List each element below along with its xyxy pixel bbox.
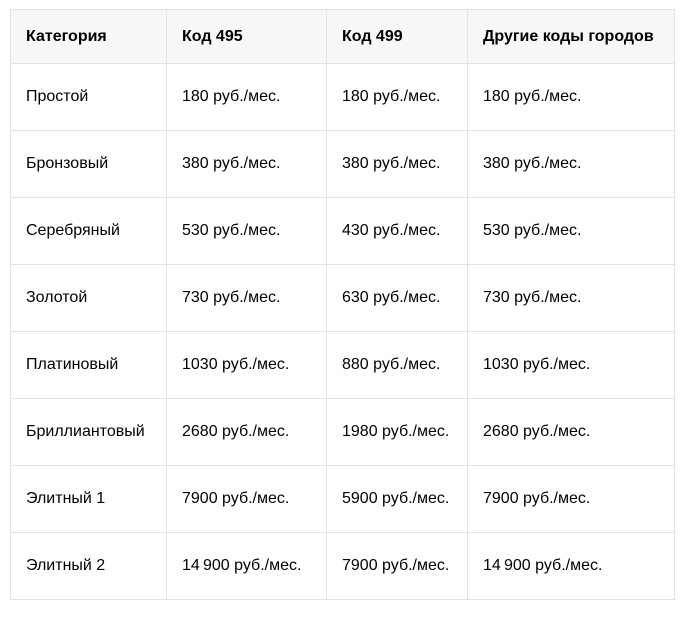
price-cell: 2680 руб./мес.: [467, 398, 675, 466]
price-cell: 7900 руб./мес.: [326, 532, 468, 600]
price-cell: 1980 руб./мес.: [326, 398, 468, 466]
table-row: Элитный 1 7900 руб./мес. 5900 руб./мес. 790…: [10, 465, 675, 533]
price-cell: 180 руб./мес.: [166, 63, 327, 131]
pricing-table-body: Простой 180 руб./мес. 180 руб./мес. 180 руб…: [10, 63, 675, 600]
price-cell: 180 руб./мес.: [326, 63, 468, 131]
table-row: Золотой 730 руб./мес. 630 руб./мес. 730 руб…: [10, 264, 675, 332]
table-row: Платиновый 1030 руб./мес. 880 руб./мес. 103…: [10, 331, 675, 399]
price-cell: 380 руб./мес.: [467, 130, 675, 198]
header-row: Категория Код 495 Код 499 Другие коды город…: [10, 9, 675, 64]
column-header: Другие коды городов: [467, 9, 675, 64]
table-row: Бриллиантовый 2680 руб./мес. 1980 руб./мес…: [10, 398, 675, 466]
price-cell: 730 руб./мес.: [467, 264, 675, 332]
pricing-table-container: Категория Код 495 Код 499 Другие коды город…: [10, 9, 675, 600]
category-cell: Платиновый: [10, 331, 167, 399]
price-cell: 5900 руб./мес.: [326, 465, 468, 533]
price-cell: 14 900 руб./мес.: [166, 532, 327, 600]
price-cell: 380 руб./мес.: [166, 130, 327, 198]
column-header: Код 495: [166, 9, 327, 64]
category-cell: Золотой: [10, 264, 167, 332]
category-cell: Бронзовый: [10, 130, 167, 198]
price-cell: 180 руб./мес.: [467, 63, 675, 131]
price-cell: 530 руб./мес.: [467, 197, 675, 265]
pricing-table-head: Категория Код 495 Код 499 Другие коды город…: [10, 9, 675, 64]
price-cell: 880 руб./мес.: [326, 331, 468, 399]
price-cell: 7900 руб./мес.: [166, 465, 327, 533]
category-cell: Бриллиантовый: [10, 398, 167, 466]
price-cell: 7900 руб./мес.: [467, 465, 675, 533]
price-cell: 430 руб./мес.: [326, 197, 468, 265]
price-cell: 1030 руб./мес.: [467, 331, 675, 399]
pricing-table: Категория Код 495 Код 499 Другие коды город…: [10, 9, 675, 600]
price-cell: 630 руб./мес.: [326, 264, 468, 332]
table-row: Простой 180 руб./мес. 180 руб./мес. 180 руб…: [10, 63, 675, 131]
category-cell: Простой: [10, 63, 167, 131]
price-cell: 380 руб./мес.: [326, 130, 468, 198]
table-row: Элитный 2 14 900 руб./мес. 7900 руб./мес. 1…: [10, 532, 675, 600]
table-row: Серебряный 530 руб./мес. 430 руб./мес. 530 …: [10, 197, 675, 265]
price-cell: 730 руб./мес.: [166, 264, 327, 332]
price-cell: 14 900 руб./мес.: [467, 532, 675, 600]
table-row: Бронзовый 380 руб./мес. 380 руб./мес. 380 р…: [10, 130, 675, 198]
column-header: Код 499: [326, 9, 468, 64]
column-header: Категория: [10, 9, 167, 64]
category-cell: Серебряный: [10, 197, 167, 265]
price-cell: 2680 руб./мес.: [166, 398, 327, 466]
category-cell: Элитный 1: [10, 465, 167, 533]
category-cell: Элитный 2: [10, 532, 167, 600]
price-cell: 530 руб./мес.: [166, 197, 327, 265]
price-cell: 1030 руб./мес.: [166, 331, 327, 399]
